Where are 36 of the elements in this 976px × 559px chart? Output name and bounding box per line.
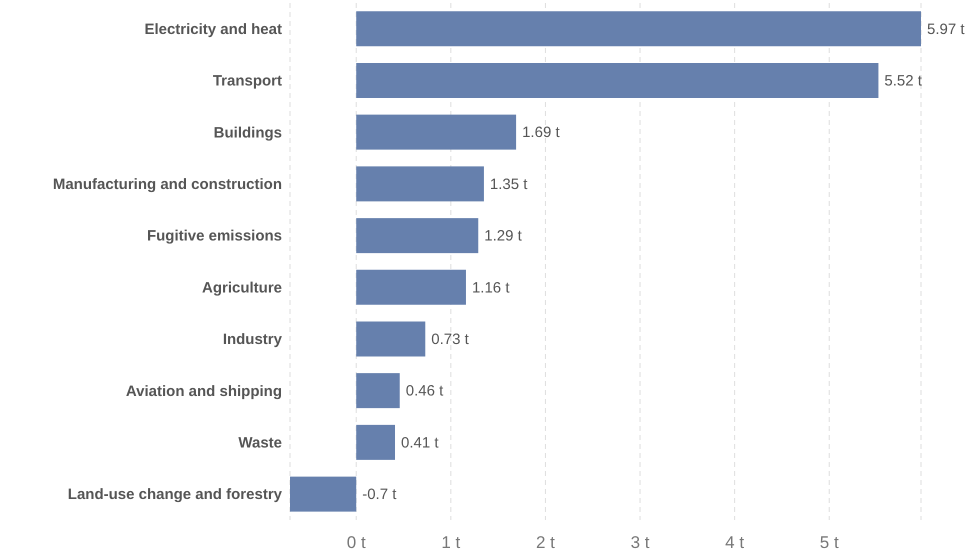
bar xyxy=(356,424,396,460)
data-label: 1.29 t xyxy=(484,228,523,245)
bar xyxy=(356,373,400,408)
bar xyxy=(290,476,356,512)
data-label: 1.69 t xyxy=(522,124,560,142)
bar xyxy=(356,321,426,356)
y-tick-label: Waste xyxy=(238,434,282,452)
y-tick-label: Industry xyxy=(222,331,283,348)
bar xyxy=(356,270,466,305)
data-label: -0.7 t xyxy=(362,486,398,504)
y-tick-label: Fugitive emissions xyxy=(146,228,282,245)
data-label: 5.97 t xyxy=(927,20,966,38)
data-label: 0.73 t xyxy=(431,330,470,348)
y-tick-label: Manufacturing and construction xyxy=(52,176,282,193)
bar xyxy=(356,11,921,46)
y-tick-label: Agriculture xyxy=(202,279,282,296)
y-tick-label: Land-use change and forestry xyxy=(68,486,283,504)
data-label: 1.16 t xyxy=(472,279,510,296)
bar xyxy=(356,166,484,202)
data-label: 5.52 t xyxy=(884,72,923,90)
x-tick-label: 3 t xyxy=(630,533,650,552)
y-tick-label: Buildings xyxy=(214,124,282,142)
y-tick-label: Electricity and heat xyxy=(144,20,282,38)
data-label: 0.41 t xyxy=(401,434,440,452)
x-tick-label: 1 t xyxy=(441,533,461,552)
bar xyxy=(356,114,516,150)
bar xyxy=(356,62,878,98)
y-tick-label: Transport xyxy=(212,72,282,90)
bar xyxy=(356,218,478,254)
x-tick-label: 0 t xyxy=(346,533,366,552)
x-tick-label: 5 t xyxy=(820,533,839,552)
x-tick-label: 4 t xyxy=(725,533,744,552)
x-tick-label: 2 t xyxy=(536,533,556,552)
data-label: 0.46 t xyxy=(406,382,444,400)
y-tick-label: Aviation and shipping xyxy=(126,382,282,400)
data-label: 1.35 t xyxy=(490,176,528,193)
